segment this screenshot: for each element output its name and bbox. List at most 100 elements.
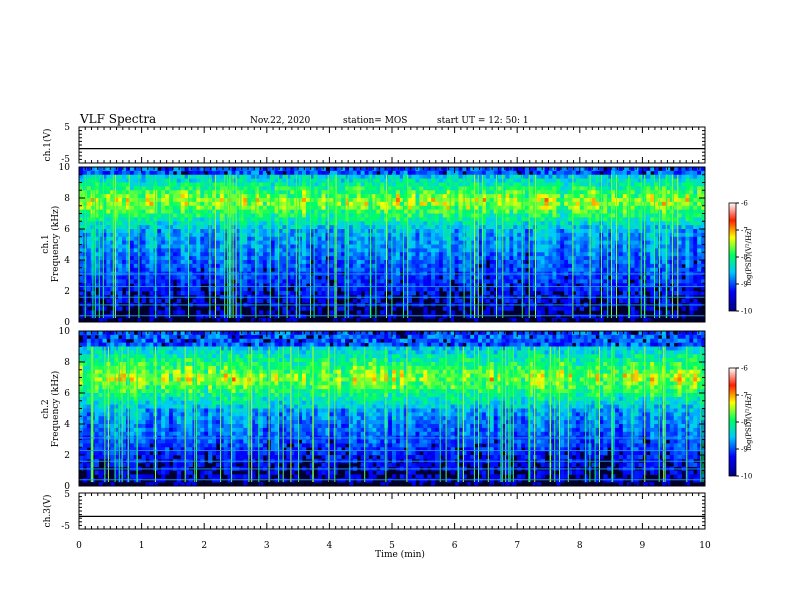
panel2-spectrogram-cell bbox=[489, 267, 495, 273]
panel2-spectrogram-cell bbox=[458, 182, 463, 187]
panel2-spectrogram-cell bbox=[223, 217, 229, 222]
panel2-spectrogram-cell bbox=[255, 217, 260, 222]
panel2-spectrogram-cell bbox=[470, 229, 475, 234]
panel2-spectrogram-cell bbox=[388, 267, 393, 273]
panel2-spectrogram-cell bbox=[470, 298, 475, 304]
panel2-spectrogram-cell bbox=[200, 291, 205, 296]
panel2-spectrogram-cell bbox=[286, 198, 291, 203]
panel2-spectrogram-cell bbox=[509, 205, 514, 211]
panel2-spectrogram-cell bbox=[521, 260, 526, 265]
panel2-spectrogram-cell bbox=[411, 205, 416, 211]
panel2-spectrogram-cell bbox=[106, 275, 111, 280]
panel2-spectrogram-cell bbox=[489, 252, 495, 257]
panel2-spectrogram-cell bbox=[196, 186, 201, 191]
panel2-spectrogram-cell bbox=[360, 213, 366, 218]
panel2-spectrogram-cell bbox=[493, 267, 499, 273]
panel2-spectrogram-cell bbox=[219, 194, 225, 199]
panel2-spectrogram-cell bbox=[356, 213, 362, 218]
panel2-spectrogram-cell bbox=[442, 267, 448, 273]
panel2-spectrogram-cell bbox=[568, 263, 573, 269]
panel2-spectrogram-cell bbox=[204, 229, 209, 234]
panel2-spectrogram-cell bbox=[528, 190, 534, 195]
panel2-spectrogram-cell bbox=[513, 170, 518, 176]
panel2-spectrogram-cell bbox=[501, 252, 506, 257]
panel2-spectrogram-cell bbox=[266, 318, 272, 323]
panel2-spectrogram-cell bbox=[321, 194, 326, 199]
panel2-spectrogram-cell bbox=[192, 244, 197, 249]
panel2-spectrogram-cell bbox=[129, 287, 135, 292]
panel2-spectrogram-cell bbox=[540, 236, 545, 242]
panel2-spectrogram-cell bbox=[392, 267, 397, 273]
panel2-spectrogram-cell bbox=[341, 232, 346, 238]
panel2-spectrogram-cell bbox=[478, 174, 483, 180]
panel2-spectrogram-cell bbox=[579, 182, 585, 187]
panel2-spectrogram-cell bbox=[86, 240, 92, 245]
panel2-spectrogram-cell bbox=[204, 275, 209, 280]
panel2-spectrogram-cell bbox=[219, 229, 225, 234]
panel2-spectrogram-cell bbox=[372, 174, 377, 180]
panel2-spectrogram-cell bbox=[235, 209, 240, 214]
panel2-spectrogram-cell bbox=[505, 263, 510, 269]
panel2-spectrogram-cell bbox=[528, 252, 534, 257]
panel2-spectrogram-cell bbox=[172, 178, 178, 183]
panel2-spectrogram-cell bbox=[556, 314, 561, 319]
panel2-spectrogram-cell bbox=[352, 170, 358, 176]
panel2-spectrogram-cell bbox=[513, 229, 518, 234]
panel2-spectrogram-cell bbox=[481, 252, 487, 257]
panel2-spectrogram-cell bbox=[223, 252, 229, 257]
panel2-spectrogram-cell bbox=[235, 260, 240, 265]
panel2-spectrogram-cell bbox=[544, 240, 549, 245]
panel2-spectrogram-cell bbox=[172, 229, 178, 234]
panel2-spectrogram-cell bbox=[603, 190, 608, 195]
panel2-spectrogram-cell bbox=[274, 178, 279, 183]
panel2-spectrogram-cell bbox=[403, 229, 409, 234]
panel2-spectrogram-cell bbox=[419, 263, 424, 269]
panel2-spectrogram-cell bbox=[219, 209, 225, 214]
panel2-spectrogram-cell bbox=[395, 213, 401, 218]
panel2-spectrogram-cell bbox=[446, 213, 452, 218]
panel2-spectrogram-cell bbox=[564, 194, 569, 199]
panel2-spectrogram-cell bbox=[470, 291, 475, 296]
panel2-spectrogram-cell bbox=[399, 263, 405, 269]
panel2-spectrogram-cell bbox=[493, 194, 499, 199]
panel2-spectrogram-cell bbox=[251, 194, 256, 199]
panel2-spectrogram-cell bbox=[571, 209, 577, 214]
panel2-spectrogram-cell bbox=[466, 186, 471, 191]
panel2-spectrogram-cell bbox=[560, 221, 565, 226]
panel2-spectrogram-cell bbox=[79, 225, 84, 230]
panel2-spectrogram-cell bbox=[247, 167, 252, 172]
panel2-spectrogram-cell bbox=[485, 298, 491, 304]
panel2-spectrogram-cell bbox=[129, 190, 135, 195]
panel2-spectrogram-cell bbox=[180, 256, 186, 261]
panel2-spectrogram-cell bbox=[247, 194, 252, 199]
panel2-spectrogram-cell bbox=[528, 167, 534, 172]
panel2-spectrogram-cell bbox=[184, 221, 189, 226]
panel2-spectrogram-cell bbox=[270, 190, 276, 195]
panel2-spectrogram-cell bbox=[513, 244, 518, 249]
panel2-spectrogram-cell bbox=[204, 267, 209, 273]
panel2-spectrogram-cell bbox=[172, 263, 178, 269]
panel2-spectrogram-cell bbox=[251, 263, 256, 269]
panel2-spectrogram-cell bbox=[517, 221, 522, 226]
panel2-spectrogram-cell bbox=[458, 275, 463, 280]
panel2-spectrogram-cell bbox=[255, 244, 260, 249]
panel2-spectrogram-cell bbox=[192, 287, 197, 292]
panel2-spectrogram-cell bbox=[536, 221, 542, 226]
panel2-spectrogram-cell bbox=[184, 213, 189, 218]
panel2-spectrogram-cell bbox=[505, 275, 510, 280]
panel2-spectrogram-cell bbox=[133, 236, 139, 242]
panel2-spectrogram-cell bbox=[106, 283, 111, 288]
panel2-spectrogram-cell bbox=[419, 170, 424, 176]
panel2-spectrogram-cell bbox=[392, 256, 397, 261]
panel2-spectrogram-cell bbox=[485, 170, 491, 176]
panel2-spectrogram-cell bbox=[274, 287, 279, 292]
panel2-spectrogram-cell bbox=[603, 291, 608, 296]
panel2-spectrogram-cell bbox=[474, 279, 479, 284]
panel2-spectrogram-cell bbox=[165, 236, 170, 242]
panel2-spectrogram-cell bbox=[341, 167, 346, 172]
panel2-spectrogram-cell bbox=[274, 279, 279, 284]
panel2-spectrogram-cell bbox=[309, 279, 315, 284]
panel2-spectrogram-cell bbox=[392, 201, 397, 207]
panel2-spectrogram-cell bbox=[348, 240, 354, 245]
panel2-spectrogram-cell bbox=[118, 263, 123, 269]
